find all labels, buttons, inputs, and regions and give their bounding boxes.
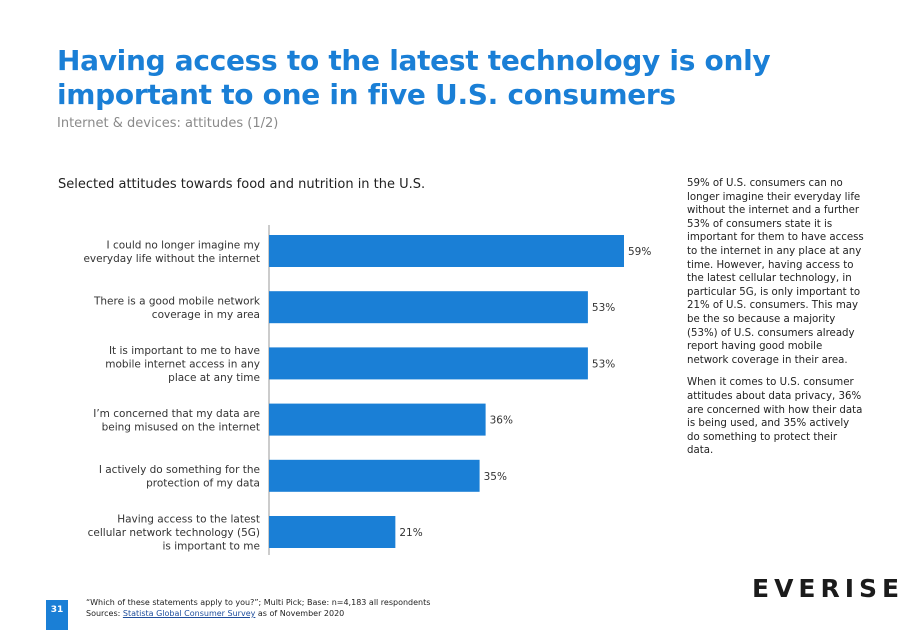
sources-line: Sources: Statista Global Consumer Survey… — [86, 608, 430, 619]
data-label: 21% — [399, 527, 422, 539]
bar — [269, 516, 396, 548]
everise-logo: EVERISE — [752, 574, 905, 603]
page-title: Having access to the latest technology i… — [57, 44, 771, 111]
page-number-badge: 31 — [46, 600, 68, 630]
commentary-paragraph-1: 59% of U.S. consumers can no longer imag… — [687, 178, 864, 366]
category-label: I could no longer imagine my everyday lif… — [83, 239, 260, 265]
data-label: 36% — [490, 415, 513, 427]
sources-prefix: Sources: — [86, 609, 123, 618]
commentary-panel: 59% of U.S. consumers can no longer imag… — [687, 177, 865, 467]
bar — [269, 235, 624, 267]
bar — [269, 291, 588, 324]
category-label: There is a good mobile network coverage i… — [93, 295, 261, 321]
category-label: I’m concerned that my data are being misu… — [93, 408, 260, 434]
bar-chart: 59% I could no longer imagine my everyday … — [83, 225, 651, 555]
footnote: “Which of these statements apply to you?… — [86, 597, 430, 619]
sources-suffix: as of November 2020 — [255, 609, 345, 618]
sources-link[interactable]: Statista Global Consumer Survey — [122, 609, 256, 618]
category-label: Having access to the latest cellular netw… — [88, 514, 260, 553]
bar — [269, 403, 486, 436]
commentary-paragraph-2: When it comes to U.S. consumer attitudes… — [687, 377, 863, 457]
page-subtitle: Internet & devices: attitudes (1/2) — [57, 116, 279, 131]
data-label: 35% — [484, 471, 507, 483]
chart-title: Selected attitudes towards food and nutr… — [58, 177, 426, 192]
bar — [269, 347, 588, 380]
data-label: 59% — [628, 246, 651, 258]
bar — [269, 459, 480, 492]
category-label: It is important to me to have mobile inte… — [105, 345, 260, 384]
data-label: 53% — [592, 302, 615, 314]
category-label: I actively do something for the protectio… — [99, 464, 260, 490]
data-label: 53% — [592, 358, 615, 370]
survey-question-note: “Which of these statements apply to you?… — [86, 598, 431, 607]
